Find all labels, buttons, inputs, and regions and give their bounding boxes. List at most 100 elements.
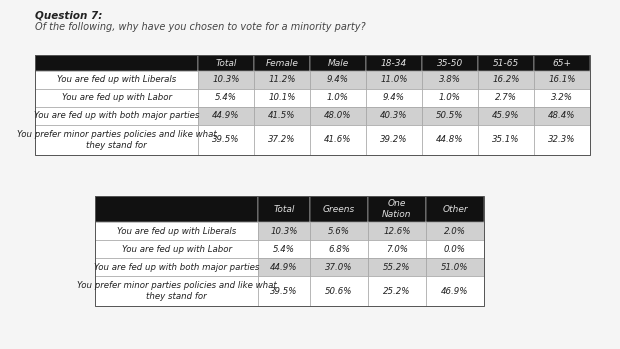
Bar xyxy=(426,196,484,222)
Text: 40.3%: 40.3% xyxy=(380,111,408,120)
Text: 37.0%: 37.0% xyxy=(326,262,353,272)
Text: 16.2%: 16.2% xyxy=(492,75,520,84)
Text: You are fed up with both major parties: You are fed up with both major parties xyxy=(34,111,199,120)
Bar xyxy=(198,107,254,125)
Text: 35.1%: 35.1% xyxy=(492,135,520,144)
Text: 10.1%: 10.1% xyxy=(268,94,296,103)
Bar xyxy=(366,55,422,71)
Text: 6.8%: 6.8% xyxy=(328,245,350,253)
Bar xyxy=(254,107,310,125)
Bar xyxy=(310,240,368,258)
Text: 51.0%: 51.0% xyxy=(441,262,469,272)
Text: 50.5%: 50.5% xyxy=(436,111,464,120)
Text: 44.9%: 44.9% xyxy=(212,111,240,120)
Bar xyxy=(198,55,254,71)
Bar xyxy=(366,89,422,107)
Text: 39.5%: 39.5% xyxy=(212,135,240,144)
Bar xyxy=(422,71,478,89)
Text: 9.4%: 9.4% xyxy=(383,94,405,103)
Text: 16.1%: 16.1% xyxy=(548,75,576,84)
Bar xyxy=(368,196,426,222)
Bar xyxy=(478,71,534,89)
Text: 55.2%: 55.2% xyxy=(383,262,410,272)
Text: 2.7%: 2.7% xyxy=(495,94,517,103)
Text: 51-65: 51-65 xyxy=(493,59,519,67)
Text: 41.6%: 41.6% xyxy=(324,135,352,144)
Text: 2.0%: 2.0% xyxy=(444,227,466,236)
Bar xyxy=(254,125,310,155)
Text: 5.6%: 5.6% xyxy=(328,227,350,236)
Bar xyxy=(422,89,478,107)
Text: 41.5%: 41.5% xyxy=(268,111,296,120)
Bar xyxy=(478,89,534,107)
Bar xyxy=(422,107,478,125)
Bar xyxy=(422,55,478,71)
Bar xyxy=(35,89,198,107)
Text: 18-34: 18-34 xyxy=(381,59,407,67)
Bar xyxy=(426,276,484,306)
Text: 11.2%: 11.2% xyxy=(268,75,296,84)
Text: You are fed up with Labor: You are fed up with Labor xyxy=(122,245,231,253)
Bar xyxy=(258,276,310,306)
Bar xyxy=(534,107,590,125)
Bar xyxy=(534,55,590,71)
Text: 11.0%: 11.0% xyxy=(380,75,408,84)
Bar xyxy=(368,222,426,240)
Text: One
Nation: One Nation xyxy=(383,199,412,219)
Text: 44.8%: 44.8% xyxy=(436,135,464,144)
Text: 3.2%: 3.2% xyxy=(551,94,573,103)
Text: 5.4%: 5.4% xyxy=(273,245,295,253)
Text: Greens: Greens xyxy=(323,205,355,214)
Text: 44.9%: 44.9% xyxy=(270,262,298,272)
Text: 5.4%: 5.4% xyxy=(215,94,237,103)
Bar xyxy=(366,71,422,89)
Bar xyxy=(426,240,484,258)
Bar xyxy=(478,107,534,125)
Bar xyxy=(95,240,258,258)
Bar xyxy=(198,71,254,89)
Bar xyxy=(95,258,258,276)
Bar xyxy=(478,55,534,71)
Text: Of the following, why have you chosen to vote for a minority party?: Of the following, why have you chosen to… xyxy=(35,22,366,32)
Bar xyxy=(426,222,484,240)
Bar xyxy=(198,89,254,107)
Bar xyxy=(254,55,310,71)
Text: Female: Female xyxy=(265,59,298,67)
Text: 7.0%: 7.0% xyxy=(386,245,408,253)
Bar xyxy=(35,55,590,155)
Text: Total: Total xyxy=(273,205,294,214)
Text: 12.6%: 12.6% xyxy=(383,227,410,236)
Text: You are fed up with Liberals: You are fed up with Liberals xyxy=(57,75,176,84)
Bar xyxy=(310,258,368,276)
Text: 0.0%: 0.0% xyxy=(444,245,466,253)
Bar xyxy=(368,258,426,276)
Bar xyxy=(426,258,484,276)
Text: You are fed up with Liberals: You are fed up with Liberals xyxy=(117,227,236,236)
Bar xyxy=(95,222,258,240)
Bar xyxy=(310,55,366,71)
Text: 3.8%: 3.8% xyxy=(439,75,461,84)
Text: 65+: 65+ xyxy=(552,59,572,67)
Bar xyxy=(310,222,368,240)
Bar xyxy=(534,125,590,155)
Bar xyxy=(366,125,422,155)
Bar xyxy=(368,276,426,306)
Text: Total: Total xyxy=(215,59,237,67)
Text: 45.9%: 45.9% xyxy=(492,111,520,120)
Text: Other: Other xyxy=(442,205,468,214)
Text: You prefer minor parties policies and like what
they stand for: You prefer minor parties policies and li… xyxy=(77,281,277,301)
Bar xyxy=(258,196,310,222)
Bar xyxy=(310,125,366,155)
Text: 10.3%: 10.3% xyxy=(270,227,298,236)
Bar xyxy=(422,125,478,155)
Text: You are fed up with Labor: You are fed up with Labor xyxy=(61,94,172,103)
Bar xyxy=(534,71,590,89)
Text: Question 7:: Question 7: xyxy=(35,10,102,20)
Text: 48.0%: 48.0% xyxy=(324,111,352,120)
Bar xyxy=(310,71,366,89)
Text: 25.2%: 25.2% xyxy=(383,287,410,296)
Text: 35-50: 35-50 xyxy=(437,59,463,67)
Text: 50.6%: 50.6% xyxy=(326,287,353,296)
Text: 9.4%: 9.4% xyxy=(327,75,349,84)
Bar xyxy=(35,125,198,155)
